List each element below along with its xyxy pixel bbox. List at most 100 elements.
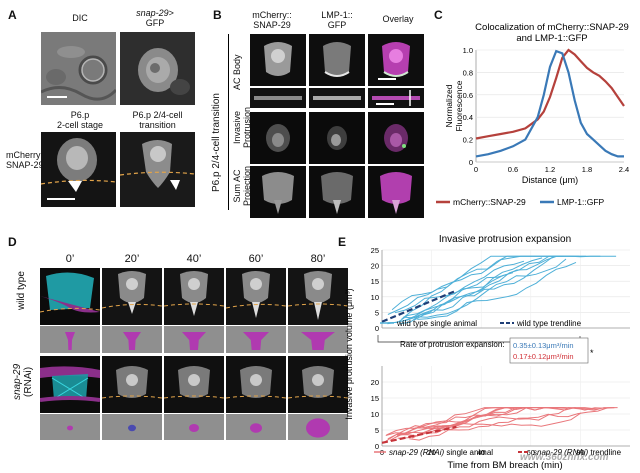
panel-b-letter: B (213, 8, 222, 22)
b-sum-overlay (368, 166, 424, 218)
e-x-tick-label: 60 (527, 448, 535, 457)
e-legend-wt-label: wild type single animal (396, 319, 477, 328)
a-dic-label: DIC (72, 13, 88, 23)
d-wildtype-render (102, 326, 162, 353)
d-wildtype-render (288, 326, 348, 353)
panel-a-letter: A (8, 8, 17, 22)
e-legend-rnai-trend-rest: trendline (588, 448, 621, 457)
e-x-tick-label: 80 (576, 448, 584, 457)
c-y-tick-label: 0.6 (463, 91, 473, 100)
b-acbody-lmp1 (309, 34, 365, 86)
b-invasive-mcherry (250, 112, 306, 164)
d-snap29-render (288, 414, 348, 440)
e-wildtype-single-animal-line (417, 261, 577, 320)
e-bottom-y-tick-label: 10 (371, 410, 379, 419)
e-rate-box (509, 337, 589, 364)
e-legend-wt-trend-label: wild type trendline (516, 319, 582, 328)
e-bottom-y-tick-label: 20 (371, 378, 379, 387)
d-wildtype-image-graphic (164, 268, 224, 325)
c-x-axis-label: Distance (μm) (522, 175, 578, 185)
e-rnai-trendline (381, 425, 457, 444)
e-wildtype-single-animal-line (387, 258, 567, 325)
b-sum-mcherry (250, 166, 306, 218)
d-snap29-render (40, 414, 100, 440)
a-p6p-transition-label: P6.p 2/4-cell transition (132, 110, 183, 130)
d-snap29-image-graphic (40, 356, 100, 413)
b-slice-lmp1 (309, 88, 365, 108)
d-wildtype-image-graphic (226, 268, 286, 325)
b-side-bracket (228, 34, 229, 210)
protrusion-expansion-chart: Invasive protrusion expansion 0 5 10 15 20 25 0… (344, 234, 630, 470)
d-snap29-image-graphic (288, 356, 348, 413)
d-wildtype-render (164, 326, 224, 353)
e-top-y-tick-label: 0 (375, 324, 379, 333)
c-series-line-2 (475, 49, 624, 158)
d-timepoint-label: 60’ (248, 253, 264, 265)
c-x-tick-label: 0 (474, 165, 478, 174)
c-y-axis-label-line2: Fluorescence (454, 80, 464, 131)
e-wildtype-trendline (381, 289, 457, 323)
d-row-wildtype: wild type (16, 271, 27, 310)
e-top-y-tick-label: 10 (371, 293, 379, 302)
d-timepoint-label: 40’ (186, 253, 202, 265)
d-snap29-image (40, 356, 100, 413)
e-bottom-y-tick-label: 0 (375, 442, 379, 451)
d-snap29-render (226, 414, 286, 440)
c-x-tick-label: 0.6 (508, 165, 518, 174)
d-snap29-image (226, 356, 286, 413)
c-y-tick-label: 0.2 (463, 136, 473, 145)
d-snap29-render-graphic (164, 414, 224, 440)
e-rnai-single-animal-line (385, 407, 614, 436)
e-top-y-tick-label: 20 (371, 262, 379, 271)
a-p6p-2cell-label: P6.p 2-cell stage (56, 110, 104, 130)
b-side-label: P6.p 2/4-cell transition (211, 93, 222, 192)
panel-c-letter: C (434, 8, 443, 22)
d-snap29-image (164, 356, 224, 413)
e-wildtype-single-animal-line (394, 260, 525, 314)
a-scale-bar (47, 96, 67, 98)
b-invasive-overlay (368, 112, 424, 164)
e-rate-wt: 0.35±0.13μm³/min (513, 341, 574, 350)
e-rnai-single-animal-line (397, 407, 527, 439)
c-chart-title-line1: Colocalization of mCherry::SNAP-29 (475, 22, 629, 33)
c-legend-label-2: LMP-1::GFP (557, 197, 605, 207)
e-legend-rnai-trend-italic: snap-29 (RNAi) (533, 448, 588, 457)
d-timepoint-label: 20’ (124, 253, 140, 265)
c-y-axis-label: NormalizedFluorescence (444, 80, 464, 131)
d-timepoint-label: 0’ (65, 253, 75, 265)
b-col-overlay: Overlay (382, 14, 414, 24)
b-col-lmp1: LMP-1:: GFP (321, 10, 353, 30)
c-y-tick-label: 0 (469, 158, 473, 167)
c-chart-title-line2: and LMP-1::GFP (516, 33, 587, 44)
e-wildtype-single-animal-line (404, 255, 564, 321)
b-slice-mcherry (250, 88, 306, 108)
e-wildtype-single-animal-line (403, 257, 543, 319)
c-x-tick-label: 1.8 (582, 165, 592, 174)
e-wildtype-single-animal-line (387, 255, 617, 315)
b-acbody-overlay (368, 34, 424, 86)
e-legend-rnai-trend-label: snap-29 (RNAi) trendline (533, 448, 622, 457)
panel-e-letter: E (338, 235, 347, 249)
d-snap29-image-graphic (164, 356, 224, 413)
a-dic-image (41, 32, 116, 105)
d-wildtype-render (40, 326, 100, 353)
e-y-axis-label: Invasive protrusion volume (μm³) (344, 288, 354, 419)
b-scale-bar (378, 78, 396, 80)
c-y-tick-label: 0.4 (463, 113, 473, 122)
e-wildtype-single-animal-line (391, 255, 601, 311)
d-snap29-render-graphic (226, 414, 286, 440)
d-wildtype-image (102, 268, 162, 325)
e-legend-rnai-label-italic: snap-29 (RNAi) (389, 448, 444, 457)
c-chart-title: Colocalization of mCherry::SNAP-29 and LM… (475, 22, 629, 44)
b-row-acbody: AC Body (232, 54, 242, 90)
e-wildtype-single-animal-line (387, 255, 587, 324)
d-timepoint-label: 80’ (310, 253, 326, 265)
d-wildtype-render-graphic (226, 326, 286, 353)
a-snap29-gfp-label: snap-29> GFP (136, 8, 174, 28)
c-x-tick-label: 2.4 (619, 165, 629, 174)
e-x-tick-label: 40 (477, 448, 485, 457)
d-wildtype-image (40, 268, 100, 325)
d-wildtype-image (288, 268, 348, 325)
d-snap29-render (102, 414, 162, 440)
c-series-line-1 (475, 48, 625, 140)
